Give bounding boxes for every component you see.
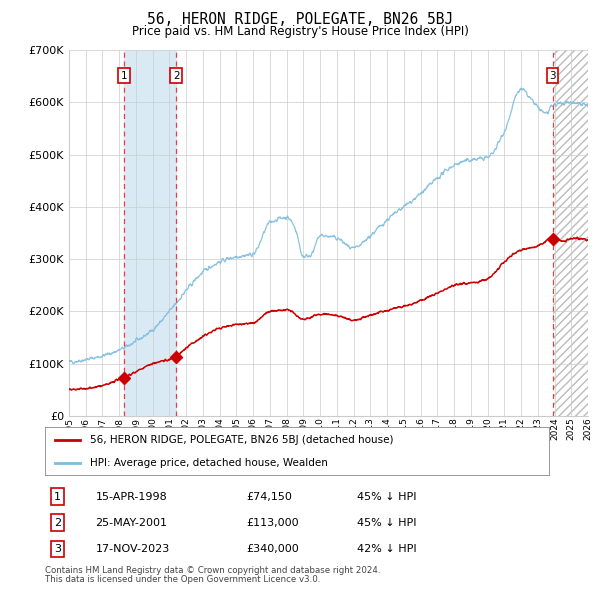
Text: 15-APR-1998: 15-APR-1998 bbox=[95, 491, 167, 502]
Text: 56, HERON RIDGE, POLEGATE, BN26 5BJ (detached house): 56, HERON RIDGE, POLEGATE, BN26 5BJ (det… bbox=[91, 435, 394, 445]
Text: 1: 1 bbox=[121, 71, 127, 81]
Bar bbox=[553, 50, 588, 416]
Text: £113,000: £113,000 bbox=[247, 517, 299, 527]
Text: 45% ↓ HPI: 45% ↓ HPI bbox=[358, 517, 417, 527]
Text: 2: 2 bbox=[173, 71, 179, 81]
Text: 56, HERON RIDGE, POLEGATE, BN26 5BJ: 56, HERON RIDGE, POLEGATE, BN26 5BJ bbox=[147, 12, 453, 27]
Text: 2: 2 bbox=[54, 517, 61, 527]
Text: 3: 3 bbox=[54, 543, 61, 553]
Text: £340,000: £340,000 bbox=[247, 543, 299, 553]
Text: 17-NOV-2023: 17-NOV-2023 bbox=[95, 543, 170, 553]
Text: 1: 1 bbox=[54, 491, 61, 502]
Text: 25-MAY-2001: 25-MAY-2001 bbox=[95, 517, 167, 527]
Text: 45% ↓ HPI: 45% ↓ HPI bbox=[358, 491, 417, 502]
Bar bbox=[124, 50, 176, 416]
Text: Price paid vs. HM Land Registry's House Price Index (HPI): Price paid vs. HM Land Registry's House … bbox=[131, 25, 469, 38]
Text: HPI: Average price, detached house, Wealden: HPI: Average price, detached house, Weal… bbox=[91, 458, 328, 468]
Text: £74,150: £74,150 bbox=[247, 491, 292, 502]
Text: 3: 3 bbox=[549, 71, 556, 81]
Bar bbox=[553, 50, 588, 416]
Text: 42% ↓ HPI: 42% ↓ HPI bbox=[358, 543, 417, 553]
Text: This data is licensed under the Open Government Licence v3.0.: This data is licensed under the Open Gov… bbox=[45, 575, 320, 584]
Text: Contains HM Land Registry data © Crown copyright and database right 2024.: Contains HM Land Registry data © Crown c… bbox=[45, 566, 380, 575]
